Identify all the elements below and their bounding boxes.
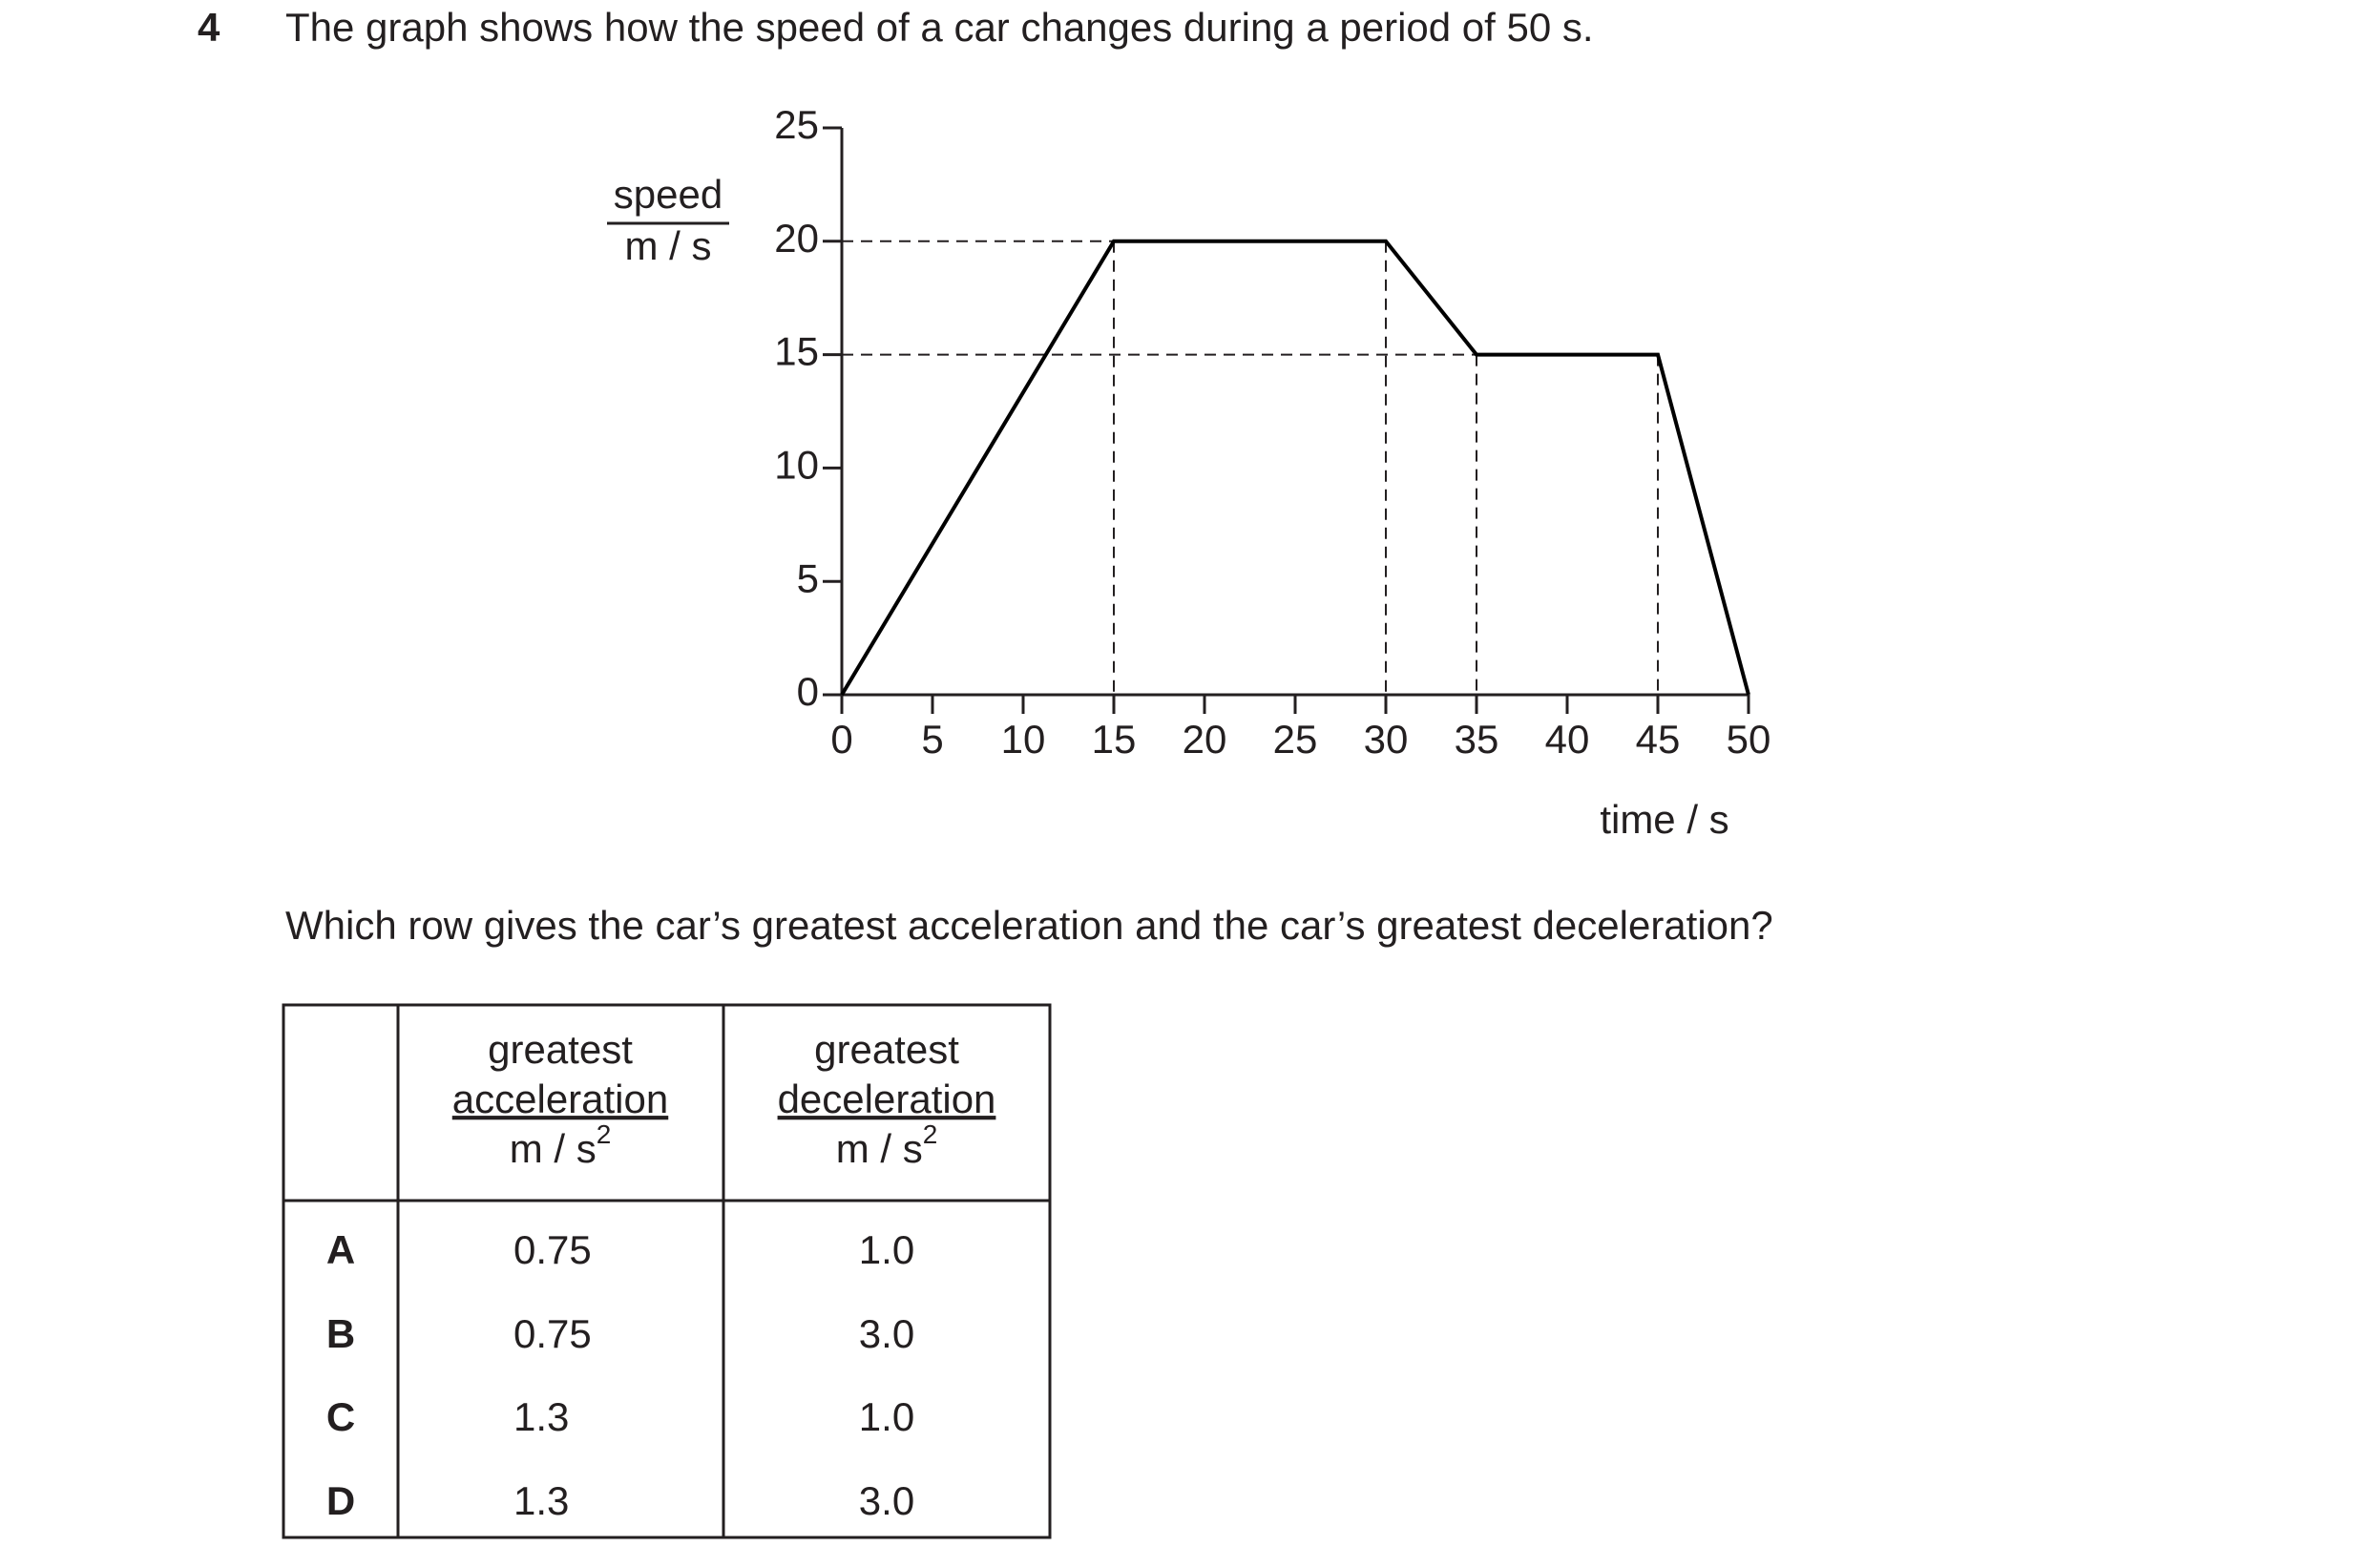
option-value: 1.0 — [859, 1227, 914, 1272]
y-axis-unit: m / s — [625, 223, 712, 268]
x-tick-label: 30 — [1364, 717, 1409, 762]
x-tick-label: 50 — [1727, 717, 1771, 762]
unit-exponent: 2 — [923, 1119, 938, 1149]
y-tick-label: 25 — [774, 102, 819, 147]
x-tick-label: 10 — [1001, 717, 1046, 762]
header-measure: acceleration — [452, 1077, 668, 1121]
y-axis-label: speed — [614, 172, 723, 217]
header-measure: deceleration — [778, 1077, 996, 1121]
table-border — [282, 1003, 1052, 1539]
question-prompt: Which row gives the car’s greatest accel… — [285, 903, 1773, 948]
x-tick-label: 35 — [1455, 717, 1499, 762]
option-letter: C — [326, 1394, 355, 1439]
option-value: 0.75 — [513, 1227, 592, 1272]
unit: m / s — [836, 1126, 923, 1171]
header-title: greatest — [814, 1027, 959, 1072]
y-tick-label: 20 — [774, 216, 819, 261]
unit: m / s — [510, 1126, 597, 1171]
unit-exponent: 2 — [597, 1119, 612, 1149]
option-letter: A — [326, 1227, 355, 1272]
option-value: 1.3 — [513, 1478, 569, 1523]
header-unit: m / s2 — [836, 1119, 938, 1171]
y-tick-label: 5 — [797, 555, 819, 600]
option-value: 1.0 — [859, 1394, 914, 1439]
x-tick-label: 5 — [921, 717, 943, 762]
x-tick-label: 40 — [1545, 717, 1590, 762]
option-value: 3.0 — [859, 1311, 914, 1356]
option-letter: D — [326, 1478, 355, 1523]
y-tick-label: 15 — [774, 329, 819, 374]
x-tick-label: 25 — [1273, 717, 1318, 762]
x-tick-label: 20 — [1183, 717, 1227, 762]
x-axis-label: time / s — [1600, 797, 1728, 842]
option-value: 1.3 — [513, 1394, 569, 1439]
x-tick-label: 15 — [1092, 717, 1137, 762]
option-value: 3.0 — [859, 1478, 914, 1523]
header-unit: m / s2 — [510, 1119, 612, 1171]
y-tick-label: 0 — [797, 669, 819, 714]
chart: speed m / s time / s 0 5 10 15 20 25 0 5 10 15 20 2… — [607, 102, 1770, 842]
header-title: greatest — [488, 1027, 633, 1072]
question-text: The graph shows how the speed of a car c… — [285, 5, 1594, 50]
question-number: 4 — [198, 5, 220, 50]
y-tick-label: 10 — [774, 442, 819, 487]
option-letter: B — [326, 1311, 355, 1356]
speed-line — [840, 239, 1750, 697]
x-tick-label: 45 — [1636, 717, 1681, 762]
x-tick-label: 0 — [830, 717, 852, 762]
option-value: 0.75 — [513, 1311, 592, 1356]
